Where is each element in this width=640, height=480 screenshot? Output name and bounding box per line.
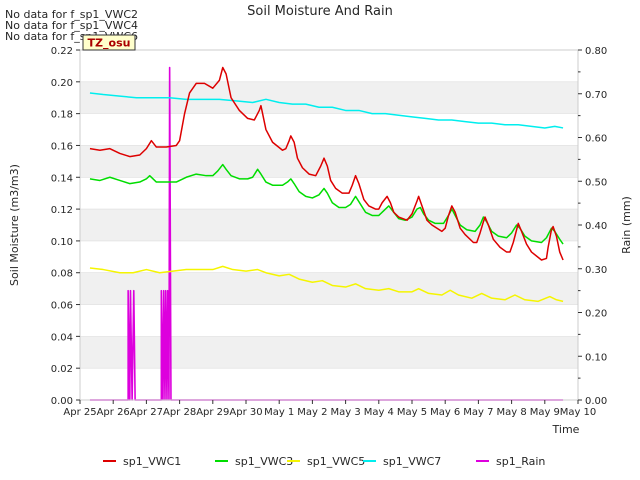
y2-tick-label: 0.20 [585,309,607,320]
no-data-note-1: No data for f_sp1_VWC2 [5,8,138,21]
series-line-sp1_VWC1 [89,66,564,261]
x-tick-label: May 7 [463,407,493,418]
x-tick-label: May 5 [397,407,427,418]
x-tick-label: May 9 [530,407,560,418]
grid-band [80,209,578,241]
y2-tick-label: 0.30 [585,265,607,276]
legend-label-sp1_Rain: sp1_Rain [496,455,545,468]
y-tick-label: 0.06 [51,301,73,312]
legend-label-sp1_VWC1: sp1_VWC1 [123,455,181,468]
x-tick-label: May 3 [330,407,360,418]
y2-tick-label: 0.00 [585,396,607,407]
grid-band [80,240,578,273]
y-tick-label: 0.02 [51,364,73,375]
legend-label-sp1_VWC7: sp1_VWC7 [383,455,441,468]
x-axis-label: Time [552,423,580,436]
y2-tick-label: 0.40 [585,221,607,232]
y-axis-label: Soil Moisture (m3/m3) [8,164,21,286]
series-line-sp1_VWC3 [89,163,564,245]
y2-tick-label: 0.60 [585,134,607,145]
y2-axis-label: Rain (mm) [620,196,633,254]
legend: sp1_VWC1 sp1_VWC3 sp1_VWC5 sp1_VWC7 sp1_Rain [103,455,545,468]
legend-label-sp1_VWC5: sp1_VWC5 [307,455,365,468]
series-line-sp1_VWC5 [89,265,564,303]
series-line-sp1_VWC7 [89,92,564,129]
grid-band [80,304,578,337]
y-tick-label: 0.14 [51,173,73,184]
grid-band [80,368,578,400]
y-tick-label: 0.22 [51,46,73,57]
y-tick-label: 0.18 [51,110,73,121]
x-tick-label: Apr 26 [97,407,130,418]
chart-title: Soil Moisture And Rain [247,4,393,19]
legend-label-sp1_VWC3: sp1_VWC3 [235,455,293,468]
no-data-note-2: No data for f_sp1_VWC4 [5,19,138,32]
x-tick-label: Apr 28 [163,407,196,418]
x-tick-label: May 10 [560,407,597,418]
x-tick-label: Apr 27 [130,407,163,418]
y2-tick-label: 0.80 [585,46,607,57]
y-tick-label: 0.00 [51,396,73,407]
y-tick-label: 0.08 [51,269,73,280]
y2-tick-label: 0.50 [585,177,607,188]
x-tick-label: May 1 [264,407,294,418]
y-tick-label: 0.10 [51,237,73,248]
x-tick-label: May 4 [364,407,394,418]
series-layer [89,66,564,401]
y2-tick-label: 0.70 [585,90,607,101]
x-tick-label: May 8 [496,407,526,418]
grid-band [80,113,578,146]
y-tick-label: 0.12 [51,205,73,216]
y-axis-left: 0.00 0.02 0.04 0.06 0.08 0.10 0.12 0.14 0.16 0.18… [51,46,80,407]
site-badge-box [82,34,136,51]
y-tick-label: 0.04 [51,332,73,343]
grid-band [80,336,578,369]
y-tick-label: 0.20 [51,78,73,89]
x-tick-label: Apr 30 [229,407,262,418]
grid-bands [80,49,578,401]
site-badge: TZ_osu [88,37,131,50]
grid-band [80,50,578,82]
x-tick-label: May 2 [297,407,327,418]
y2-tick-label: 0.10 [585,352,607,363]
series-line-sp1_Rain [89,66,564,401]
y-axis-right: 0.00 0.10 0.20 0.30 0.40 0.50 0.60 0.70 0.80 [578,46,607,407]
x-axis: Apr 25 Apr 26 Apr 27 Apr 28 Apr 29 Apr 30 May … [63,400,596,418]
x-tick-label: Apr 25 [63,407,96,418]
x-tick-label: Apr 29 [196,407,229,418]
x-tick-label: May 6 [430,407,460,418]
y-tick-label: 0.16 [51,141,73,152]
grid-band [80,177,578,210]
